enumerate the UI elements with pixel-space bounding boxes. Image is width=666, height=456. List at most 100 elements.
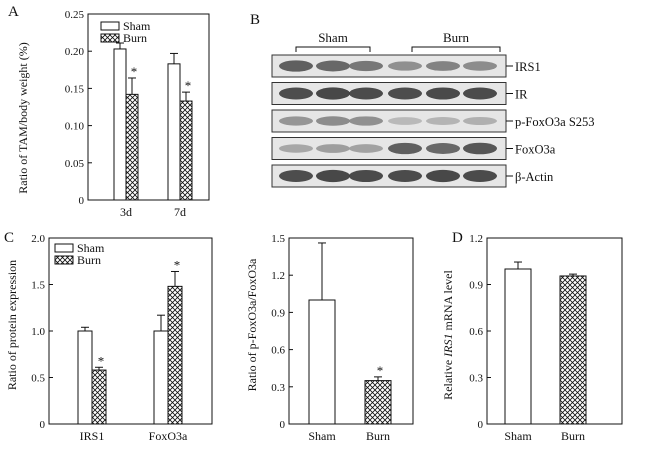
blot-row-ir-band [426,87,460,100]
blot-group-sham-label: Sham [318,30,348,45]
blot-row-foxo3a-band [316,144,350,153]
panel-c2-ytick-label: 1.2 [271,270,285,282]
panel-c2-ytick-label: 1.5 [271,233,285,245]
panel-d-ytick-label: 0.3 [469,373,483,385]
panel-c2-plot-frame [288,237,414,425]
panel-a-burn-7d-bar [179,100,193,201]
panel-b-western-blot: Sham Burn IRS1 IR p-FoxO3a S253 FoxO3a β-Act… [271,30,595,188]
blot-row-p-foxo3a-s253-band [279,116,313,126]
blot-row-foxo3a-band [388,142,422,155]
panel-a-ytick-label: 0.15 [65,83,85,95]
panel-c2-plot: 0 0.3 0.6 0.9 1.2 1.5 Sham * Burn [271,233,414,443]
panel-c2-ytick-label: 0.6 [271,345,285,357]
panel-c2-xtick-label: Burn [366,429,390,443]
panel-c2-ylabel: Ratio of p-FoxO3a/FoxO3a [245,258,259,391]
panel-a-chart: Ratio of TAM/body weight (%) 0 0.05 0.10 0.… [16,9,210,219]
panel-c1-ytick-label: 2.0 [31,233,45,245]
panel-a-legend-swatch-sham [100,21,120,31]
panel-d-ylabel: Relative IRS1 mRNA level [441,270,455,400]
panel-a-sham-3d-bar [113,48,127,201]
panel-c1-ytick-label: 1.5 [31,280,45,292]
panel-c1-legend-swatch-sham [54,243,74,253]
blot-row--actin-band [463,169,497,183]
blot-row--actin-band [388,169,422,183]
panel-d-xtick-label: Burn [561,429,585,443]
panel-c1-ytick-label: 0.5 [31,373,45,385]
panel-c1-xtick-label: IRS1 [80,429,105,443]
blot-row--actin-band [279,170,313,182]
panel-c1-burn-foxo3a-bar [167,285,183,425]
panel-letter-a: A [8,4,19,20]
blot-row-foxo3a-band [349,144,383,153]
panel-letter-b: B [250,12,260,28]
blot-sham-bracket [295,46,371,52]
panel-c1-plot-frame [48,237,213,425]
panel-c1-ytick-label: 1.0 [31,326,45,338]
blot-burn-bracket [411,46,501,52]
blot-row-p-foxo3a-s253-band [426,117,460,125]
panel-a-burn-3d-bar [125,93,139,201]
blot-row-foxo3a-label: FoxO3a [515,143,556,157]
panel-a-ytick-label: 0.25 [65,9,85,21]
blot-row-p-foxo3a-s253-band [349,116,383,126]
panel-d-ytick-label: 0 [478,419,484,431]
blot-row-irs1-band [349,60,383,72]
panel-a-ylabel: Ratio of TAM/body weight (%) [16,42,30,193]
blot-row-foxo3a-band [463,142,497,155]
panel-c1-ylabel: Ratio of protein expression [5,260,19,390]
panel-a-sham-7d-bar [167,63,181,201]
panel-letter-c: C [4,230,14,246]
panel-a-ytick-label: 0.20 [65,46,85,58]
panel-a-legend-label-sham: Sham [123,19,151,33]
panel-a-ytick-label: 0.10 [65,121,85,133]
panel-letter-d: D [452,230,463,246]
panel-c2-ytick-label: 0.9 [271,307,285,319]
blot-row-irs1-band [463,61,497,71]
panel-c2-burn-bar [364,380,392,425]
panel-a-legend-label-burn: Burn [123,31,147,45]
blot-row-ir-band [349,87,383,100]
blot-row-ir-band [463,87,497,100]
panel-c2-ytick-label: 0 [280,419,286,431]
panel-d-chart: Relative IRS1 mRNA level 0 0.3 0.6 0.9 1.2 Sh… [441,233,623,443]
panel-c1-chart: Ratio of protein expression 0 0.5 1.0 1.5 2.… [5,233,213,443]
panel-d-ytick-label: 0.9 [469,280,483,292]
panel-a-xtick-label: 3d [120,205,132,219]
blot-row-p-foxo3a-s253-label: p-FoxO3a S253 [515,115,595,129]
panel-c1-sham-irs1-bar [77,330,93,425]
blot-row-p-foxo3a-s253-band [316,116,350,126]
panel-c2-ytick-label: 0.3 [271,382,285,394]
blot-row-ir-band [316,87,350,100]
panel-a-ytick-label: 0 [79,195,85,207]
blot-row--actin-band [426,169,460,183]
panel-a-legend-swatch-burn [100,33,120,43]
blot-group-burn-label: Burn [443,30,470,45]
panel-c2-xtick-label: Sham [308,429,336,443]
panel-c1-ytick-label: 0 [40,419,46,431]
blot-row-irs1-label: IRS1 [515,60,541,74]
panel-a-xtick-label: 7d [174,205,186,219]
panel-c1-legend-label-sham: Sham [77,241,105,255]
panel-d-sham-bar [504,268,532,425]
blot-row--actin-band [349,169,383,183]
blot-row-foxo3a-band [426,143,460,154]
blot-row--actin-label: β-Actin [515,170,554,184]
panel-d-plot: 0 0.3 0.6 0.9 1.2 Sham Burn [469,233,623,443]
panel-c1-xtick-label: FoxO3a [149,429,188,443]
panel-c1-sham-foxo3a-bar [153,330,169,425]
panel-d-xtick-label: Sham [504,429,532,443]
panel-c2-sham-bar [308,299,336,425]
panel-c1-legend-label-burn: Burn [77,253,101,267]
panel-d-ytick-label: 1.2 [469,233,483,245]
panel-c1-burn-foxo3a-significance-star: * [174,257,181,272]
panel-c1-burn-irs1-significance-star: * [98,353,105,368]
panel-d-ytick-label: 0.6 [469,326,483,338]
panel-c2-burn-significance-star: * [377,363,384,378]
panel-c1-burn-irs1-bar [91,369,107,425]
blot-row-foxo3a-band [279,144,313,153]
panel-c2-chart: Ratio of p-FoxO3a/FoxO3a 0 0.3 0.6 0.9 1.2 1.… [245,233,414,443]
blot-row-irs1-band [426,61,460,71]
